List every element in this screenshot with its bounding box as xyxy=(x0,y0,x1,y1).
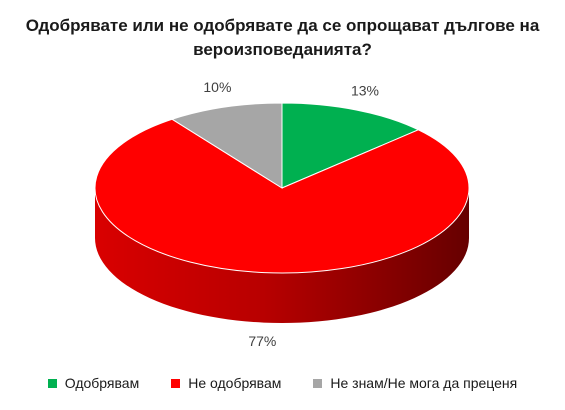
legend-swatch-approve xyxy=(47,378,57,388)
legend-item-disapprove: Не одобрявам xyxy=(171,375,281,391)
data-label-unsure: 10% xyxy=(203,79,231,95)
legend-swatch-disapprove xyxy=(171,378,181,388)
legend-swatch-unsure xyxy=(313,378,323,388)
legend-label-disapprove: Не одобрявам xyxy=(188,375,282,391)
pie-side-disapprove xyxy=(95,188,469,323)
pie-slice-approve xyxy=(281,102,420,189)
data-label-approve: 13% xyxy=(351,82,379,98)
legend-item-unsure: Не знам/Не мога да преценя xyxy=(313,375,517,391)
chart-title: Одобрявате или не одобрявате да се опрощ… xyxy=(0,14,565,62)
chart-title-line-1: Одобрявате или не одобрявате да се опрощ… xyxy=(25,16,540,35)
pie-slice-unsure xyxy=(170,102,283,189)
pie-slice-disapprove xyxy=(94,118,470,274)
legend-item-approve: Одобрявам xyxy=(47,375,140,391)
chart-legend: Одобрявам Не одобрявам Не знам/Не мога д… xyxy=(0,375,565,391)
legend-label-unsure: Не знам/Не мога да преценя xyxy=(330,375,518,391)
data-label-disapprove: 77% xyxy=(248,333,276,349)
chart-title-line-2: вероизповеданията? xyxy=(193,40,372,59)
pie-chart: 13% 77% 10% xyxy=(94,79,470,349)
legend-label-approve: Одобрявам xyxy=(64,375,140,391)
